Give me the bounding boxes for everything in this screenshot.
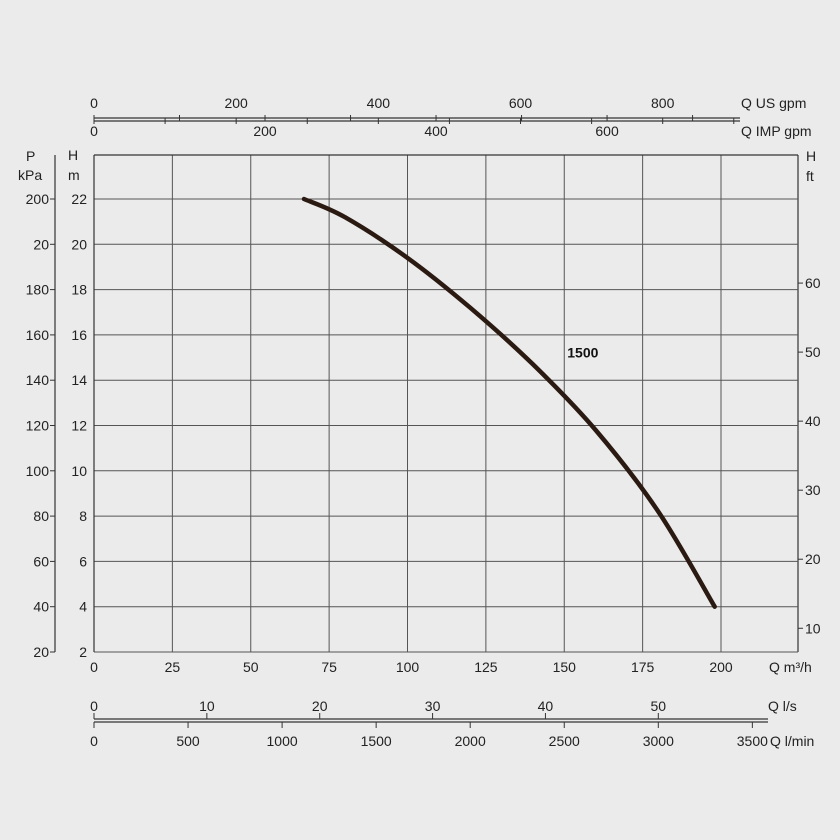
ls-axis-tick-label: 20 — [312, 698, 328, 714]
kpa-tick-label: 20 — [33, 236, 49, 252]
kpa-tick-label: 80 — [33, 508, 49, 524]
imp-gpm-axis-tick-label: 0 — [90, 123, 98, 139]
lmin-axis-tick-label: 2500 — [549, 733, 580, 749]
ft-tick-label: 20 — [805, 551, 821, 567]
x-tick-label: 100 — [396, 659, 420, 675]
x-tick-label: 175 — [631, 659, 655, 675]
x-tick-label: 0 — [90, 659, 98, 675]
x-tick-label: 125 — [474, 659, 498, 675]
y-tick-label-m: 4 — [79, 599, 87, 615]
lmin-axis-label: Q l/min — [770, 733, 814, 749]
x-axis-label: Q m³/h — [769, 659, 812, 675]
us-gpm-axis-label: Q US gpm — [741, 95, 806, 111]
imp-gpm-axis-tick-label: 600 — [595, 123, 619, 139]
x-tick-label: 75 — [321, 659, 337, 675]
ls-axis-tick-label: 50 — [651, 698, 667, 714]
lmin-axis-tick-label: 3000 — [643, 733, 674, 749]
lmin-axis-tick-label: 3500 — [737, 733, 768, 749]
y-tick-label-m: 6 — [79, 553, 87, 569]
ft-tick-label: 30 — [805, 482, 821, 498]
kpa-tick-label: 60 — [33, 553, 49, 569]
kpa-axis-label-p: P — [26, 148, 35, 164]
lmin-axis-tick-label: 1500 — [361, 733, 392, 749]
ft-tick-label: 10 — [805, 620, 821, 636]
y-axis-unit-m: m — [68, 167, 80, 183]
us-gpm-axis-tick-label: 200 — [224, 95, 248, 111]
ls-axis-tick-label: 0 — [90, 698, 98, 714]
us-gpm-axis-tick-label: 400 — [367, 95, 391, 111]
kpa-tick-label: 140 — [26, 372, 50, 388]
imp-gpm-axis-label: Q IMP gpm — [741, 123, 812, 139]
axes — [50, 115, 803, 728]
y-tick-label-m: 8 — [79, 508, 87, 524]
ft-tick-label: 40 — [805, 413, 821, 429]
y-tick-label-m: 22 — [71, 191, 87, 207]
us-gpm-axis-tick-label: 0 — [90, 95, 98, 111]
lmin-axis-tick-label: 2000 — [455, 733, 486, 749]
lmin-axis-tick-label: 1000 — [267, 733, 298, 749]
kpa-tick-label: 100 — [26, 463, 50, 479]
x-tick-label: 50 — [243, 659, 259, 675]
kpa-tick-label: 200 — [26, 191, 50, 207]
us-gpm-axis-tick-label: 600 — [509, 95, 533, 111]
x-tick-label: 150 — [553, 659, 577, 675]
y-tick-label-m: 2 — [79, 644, 87, 660]
imp-gpm-axis-tick-label: 200 — [253, 123, 277, 139]
y-tick-label-m: 18 — [71, 282, 87, 298]
imp-gpm-axis-tick-label: 400 — [424, 123, 448, 139]
lmin-axis-tick-label: 0 — [90, 733, 98, 749]
series-line-1500 — [301, 196, 717, 609]
kpa-axis-unit: kPa — [18, 167, 42, 183]
ls-axis-tick-label: 30 — [425, 698, 441, 714]
x-tick-label: 200 — [709, 659, 733, 675]
kpa-tick-label: 40 — [33, 599, 49, 615]
ft-axis-unit: ft — [806, 168, 814, 184]
kpa-tick-label: 20 — [33, 644, 49, 660]
ft-tick-label: 60 — [805, 275, 821, 291]
y-tick-label-m: 16 — [71, 327, 87, 343]
y-tick-label-m: 14 — [71, 372, 87, 388]
axis-labels: 0 25 50 75 100 125 150 175 200 Q m³/h246810121416… — [18, 95, 821, 749]
ft-axis-label-h: H — [806, 148, 816, 164]
y-axis-label-h: H — [68, 147, 78, 163]
y-tick-label-m: 20 — [71, 236, 87, 252]
x-tick-label: 25 — [165, 659, 181, 675]
ls-axis-tick-label: 10 — [199, 698, 215, 714]
y-tick-label-m: 12 — [71, 418, 87, 434]
y-tick-label-m: 10 — [71, 463, 87, 479]
us-gpm-axis-tick-label: 800 — [651, 95, 675, 111]
kpa-tick-label: 180 — [26, 282, 50, 298]
ls-axis-label: Q l/s — [768, 698, 797, 714]
lmin-axis-tick-label: 500 — [176, 733, 200, 749]
kpa-tick-label: 120 — [26, 418, 50, 434]
series-label: 1500 — [567, 344, 598, 360]
kpa-tick-label: 160 — [26, 327, 50, 343]
grid — [93, 154, 799, 653]
ft-tick-label: 50 — [805, 344, 821, 360]
series — [301, 196, 717, 609]
ls-axis-tick-label: 40 — [538, 698, 554, 714]
